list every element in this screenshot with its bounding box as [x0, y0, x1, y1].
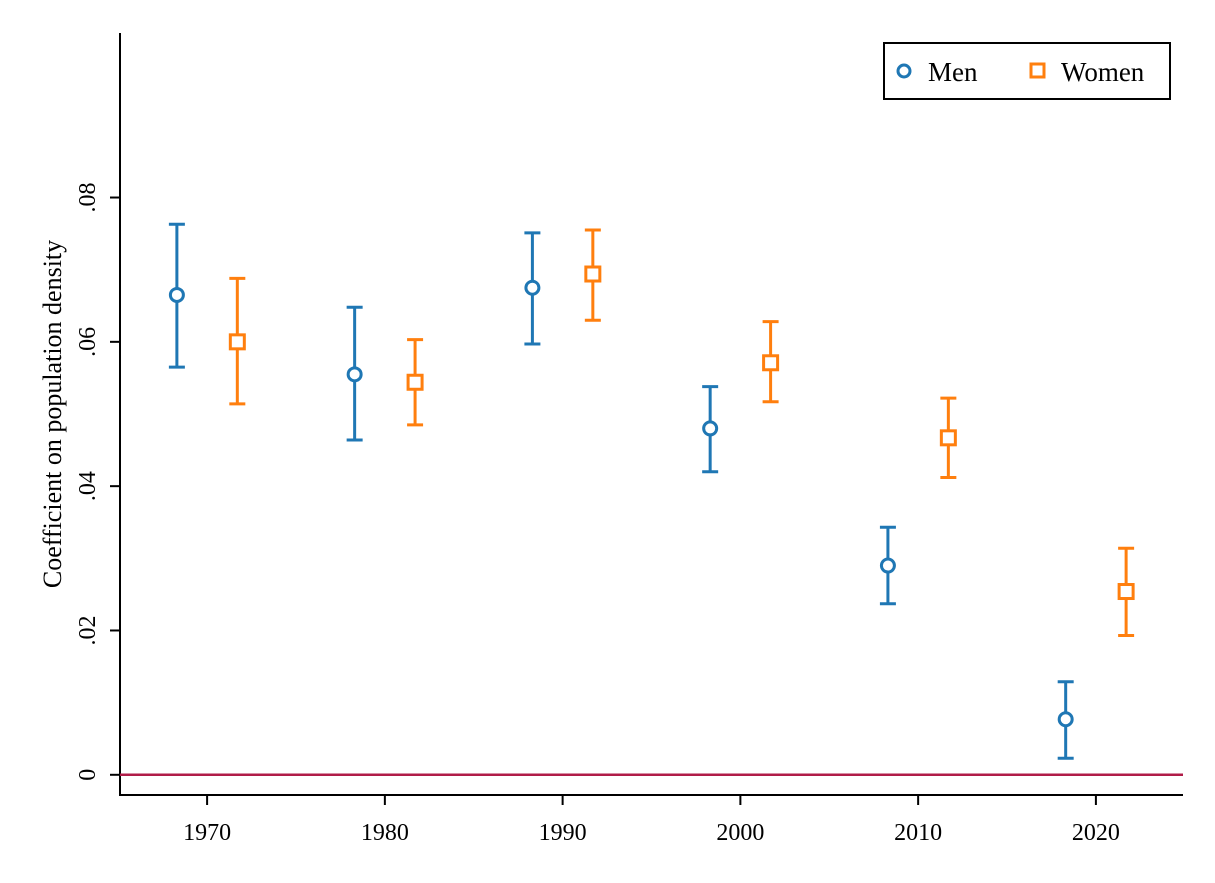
- x-tick-label: 1990: [539, 820, 587, 846]
- y-tick-label: .08: [75, 183, 101, 213]
- y-ticks: 0 .02 .04 .06 .08: [75, 183, 120, 781]
- y-tick-label: 0: [75, 769, 101, 781]
- men-point: [168, 286, 185, 303]
- legend-men-label: Men: [928, 57, 978, 87]
- y-tick-label: .02: [75, 615, 101, 645]
- men-point: [1057, 711, 1074, 728]
- women-point: [939, 429, 957, 447]
- women-point: [584, 265, 602, 283]
- y-axis-title: Coefficient on population density: [38, 240, 67, 588]
- legend-box: [883, 42, 1171, 100]
- men-point: [702, 420, 719, 437]
- x-tick-label: 1970: [183, 820, 231, 846]
- men-point: [346, 366, 363, 383]
- axes: [119, 33, 1183, 796]
- series-women: [228, 228, 1135, 638]
- women-point: [1117, 583, 1135, 601]
- y-tick-label: .06: [75, 327, 101, 357]
- women-point: [762, 354, 780, 372]
- legend[interactable]: Men Women: [883, 42, 1171, 100]
- x-tick-label: 2020: [1072, 820, 1120, 846]
- series-men: [168, 222, 1074, 760]
- series-layer: [168, 222, 1135, 760]
- legend-women-label: Women: [1061, 57, 1145, 87]
- legend-men-marker: [896, 63, 912, 79]
- men-point: [524, 279, 541, 296]
- x-tick-label: 2000: [716, 820, 764, 846]
- x-ticks: 1970 1980 1990 2000 2010 2020: [183, 795, 1120, 846]
- women-point: [406, 373, 424, 391]
- x-tick-label: 2010: [894, 820, 942, 846]
- women-point: [228, 333, 246, 351]
- legend-women-marker: [1029, 62, 1046, 79]
- men-point: [879, 557, 896, 574]
- x-tick-label: 1980: [361, 820, 409, 846]
- y-tick-label: .04: [75, 471, 101, 501]
